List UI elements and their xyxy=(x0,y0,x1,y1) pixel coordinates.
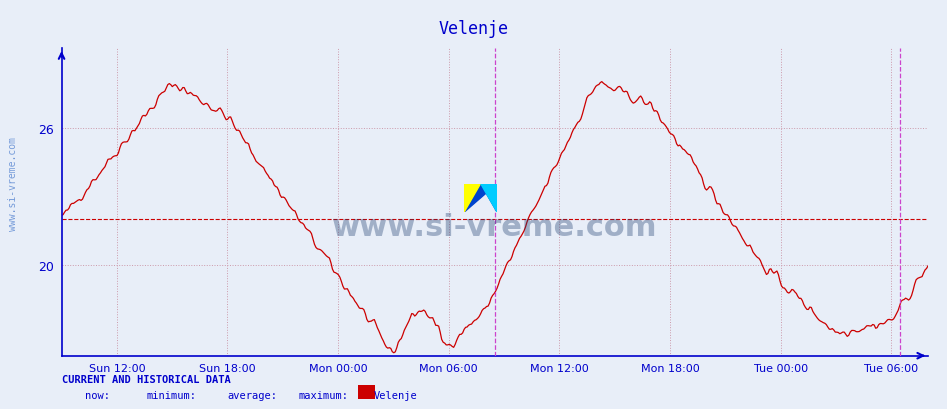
Text: maximum:: maximum: xyxy=(298,390,348,400)
Text: www.si-vreme.com: www.si-vreme.com xyxy=(8,137,18,231)
Text: Velenje: Velenje xyxy=(438,20,509,38)
Polygon shape xyxy=(464,184,497,213)
Text: CURRENT AND HISTORICAL DATA: CURRENT AND HISTORICAL DATA xyxy=(62,374,230,384)
Text: www.si-vreme.com: www.si-vreme.com xyxy=(332,213,657,241)
Polygon shape xyxy=(464,184,481,213)
Text: minimum:: minimum: xyxy=(147,390,197,400)
Text: Velenje: Velenje xyxy=(374,390,418,400)
Text: now:: now: xyxy=(85,390,110,400)
Text: average:: average: xyxy=(227,390,277,400)
Polygon shape xyxy=(481,184,497,213)
